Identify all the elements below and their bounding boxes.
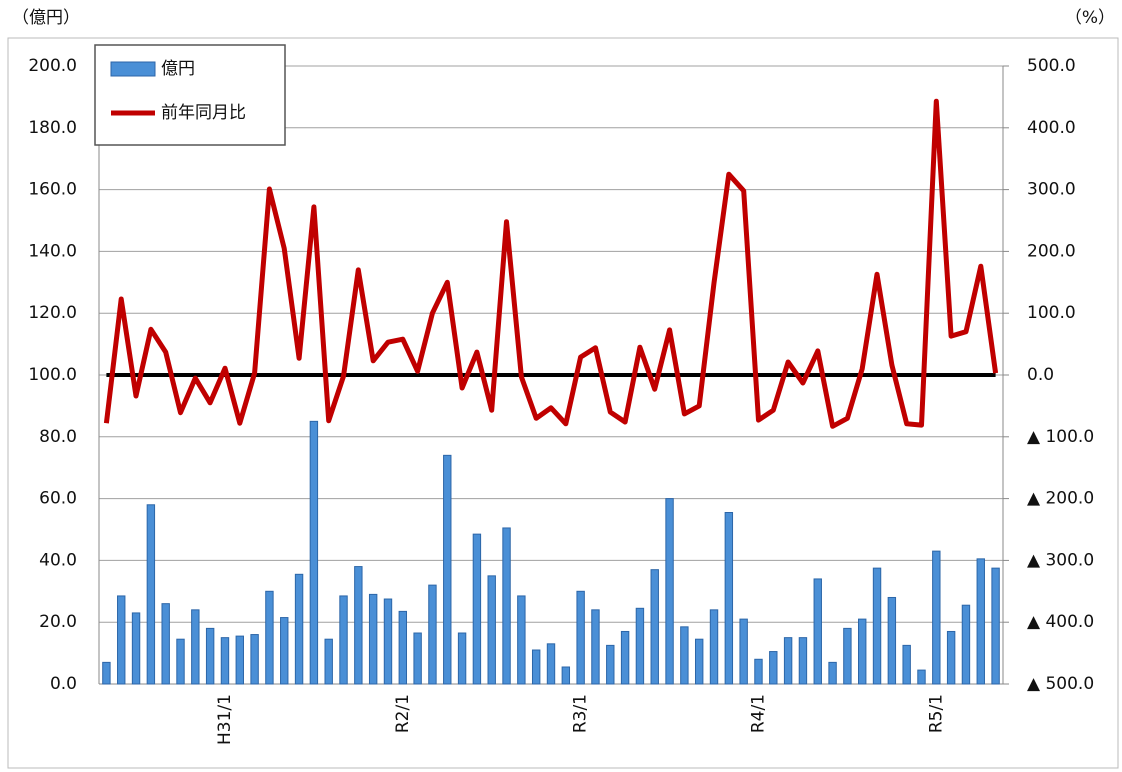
y-tick-label: 80.0 xyxy=(39,427,77,447)
y-tick-label: 0.0 xyxy=(50,674,77,694)
y2-tick-label: ▲ 100.0 xyxy=(1027,427,1094,447)
bar xyxy=(428,584,437,685)
y2-tick-label: 200.0 xyxy=(1027,241,1076,261)
bar xyxy=(472,533,482,685)
bar xyxy=(117,595,126,685)
bar xyxy=(769,651,778,685)
frame xyxy=(7,37,1119,769)
bar xyxy=(531,649,541,685)
y-tick-label: 160.0 xyxy=(28,180,77,200)
bar xyxy=(309,420,319,685)
bar xyxy=(443,454,452,685)
y2-tick-label: 0.0 xyxy=(1027,365,1054,385)
x-tick-label: R2/1 xyxy=(393,694,413,733)
bar xyxy=(650,569,659,685)
y2-tick-label: ▲ 300.0 xyxy=(1027,550,1094,570)
bar xyxy=(354,566,363,685)
y-tick-label: 180.0 xyxy=(28,118,77,138)
bar xyxy=(665,498,674,685)
bar xyxy=(739,618,748,685)
y2-tick-label: 100.0 xyxy=(1027,303,1076,323)
bar xyxy=(946,630,956,685)
bar xyxy=(606,644,615,685)
bar xyxy=(280,617,289,685)
bar xyxy=(887,596,897,685)
bar xyxy=(620,630,630,685)
bar xyxy=(783,637,793,685)
bar xyxy=(487,575,496,685)
y2-axis-label: （%） xyxy=(1065,8,1115,28)
bar xyxy=(220,637,230,685)
y-tick-label: 200.0 xyxy=(28,56,77,76)
y-tick-label: 120.0 xyxy=(28,303,77,323)
y2-tick-label: ▲ 400.0 xyxy=(1027,612,1094,632)
x-tick-label: R4/1 xyxy=(748,694,768,733)
y-tick-label: 140.0 xyxy=(28,241,77,261)
bar xyxy=(146,504,156,685)
bar xyxy=(205,627,215,685)
bar xyxy=(976,558,985,685)
x-tick-label: R5/1 xyxy=(926,694,946,733)
bar xyxy=(265,590,274,685)
bar xyxy=(235,635,244,685)
bar xyxy=(694,638,704,685)
y2-tick-label: 300.0 xyxy=(1027,180,1076,200)
bar xyxy=(561,666,571,685)
bar xyxy=(961,604,971,685)
bar xyxy=(680,626,689,685)
y2-tick-label: 400.0 xyxy=(1027,118,1076,138)
bar xyxy=(413,632,422,685)
bar xyxy=(576,590,585,685)
y-tick-label: 20.0 xyxy=(39,612,77,632)
bar xyxy=(709,609,719,685)
bar xyxy=(250,634,259,685)
bar xyxy=(546,643,556,685)
bar xyxy=(457,632,467,685)
bar xyxy=(339,595,348,685)
bar xyxy=(932,550,941,685)
y2-tick-label: 500.0 xyxy=(1027,56,1076,76)
bar xyxy=(368,593,378,685)
bar xyxy=(813,578,822,685)
bar xyxy=(635,607,645,685)
y-tick-label: 100.0 xyxy=(28,365,77,385)
bar xyxy=(872,567,882,685)
bar xyxy=(724,512,734,685)
bar xyxy=(161,603,170,685)
bar xyxy=(176,638,185,685)
y-tick-label: 60.0 xyxy=(39,489,77,509)
bar xyxy=(917,669,926,685)
y-tick-label: 40.0 xyxy=(39,550,77,570)
bar xyxy=(131,612,141,685)
bar xyxy=(517,595,526,685)
y2-tick-label: ▲ 200.0 xyxy=(1027,489,1094,509)
bar xyxy=(828,661,837,685)
y-axis-label: （億円） xyxy=(12,8,80,28)
bar xyxy=(191,609,200,685)
bar xyxy=(858,618,867,685)
x-tick-label: R3/1 xyxy=(571,694,591,733)
y2-tick-label: ▲ 500.0 xyxy=(1027,674,1094,694)
bar xyxy=(398,610,408,685)
bar xyxy=(294,573,304,685)
legend-swatch xyxy=(110,61,156,77)
bar xyxy=(324,638,333,685)
bar xyxy=(102,661,111,685)
bar xyxy=(843,627,852,685)
bar xyxy=(754,658,763,685)
bar xyxy=(902,644,911,685)
bar xyxy=(383,598,393,685)
bar xyxy=(798,637,808,685)
bar xyxy=(502,527,511,685)
legend-label: 前年同月比 xyxy=(161,103,246,123)
line xyxy=(103,98,999,429)
x-tick-label: H31/1 xyxy=(215,694,235,745)
legend-label: 億円 xyxy=(161,59,195,79)
bar xyxy=(991,567,1000,685)
bar xyxy=(591,609,600,685)
